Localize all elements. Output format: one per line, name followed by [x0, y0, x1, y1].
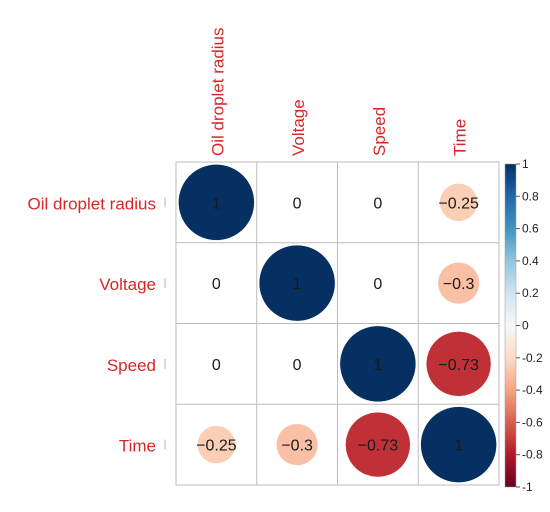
- cell-value-label: −0.25: [438, 195, 479, 212]
- cell-value-label: −0.25: [196, 438, 237, 455]
- cell-value-label: −0.3: [281, 438, 313, 455]
- colorbar-tick-label: 0.6: [522, 222, 539, 236]
- column-label: Time: [451, 119, 470, 156]
- colorbar-tick-label: 0.4: [522, 254, 539, 268]
- cell-value-label: 1: [373, 357, 382, 374]
- row-label: Oil droplet radius: [27, 194, 156, 213]
- colorbar-tick-label: -0.2: [522, 351, 543, 365]
- correlation-circle-1-3: [437, 262, 480, 305]
- cell-value-label: 0: [212, 357, 221, 374]
- cell-value-label: 1: [454, 438, 463, 455]
- correlation-circle-3-2: [345, 411, 411, 478]
- correlation-circle-3-0: [197, 425, 236, 464]
- cell-value-label: 0: [293, 357, 302, 374]
- cell-value-label: 0: [373, 195, 382, 212]
- colorbar-tick-label: 0: [522, 319, 529, 333]
- column-label: Voltage: [289, 99, 308, 156]
- correlation-circle-0-0: [178, 164, 255, 241]
- correlation-circle-3-3: [420, 406, 497, 483]
- colorbar-tick-label: 0.8: [522, 189, 539, 203]
- cell-value-label: 0: [293, 195, 302, 212]
- correlation-circle-2-3: [425, 331, 492, 397]
- colorbar-tick-label: -1: [522, 480, 533, 494]
- cell-value-label: 0: [373, 276, 382, 293]
- correlation-circle-1-1: [258, 244, 336, 322]
- cell-value-label: 1: [212, 195, 221, 212]
- row-label: Speed: [107, 356, 156, 375]
- column-label: Speed: [370, 107, 389, 156]
- colorbar: [504, 163, 517, 488]
- cell-value-label: −0.73: [438, 357, 479, 374]
- colorbar-tick-label: -0.4: [522, 383, 543, 397]
- row-label: Voltage: [99, 275, 156, 294]
- colorbar-tick-label: 1: [522, 157, 529, 171]
- row-label: Time: [119, 437, 156, 456]
- correlation-circle-0-3: [439, 183, 478, 222]
- cell-value-label: −0.3: [443, 276, 475, 293]
- colorbar-tick-label: -0.8: [522, 448, 543, 462]
- cell-value-label: −0.73: [358, 438, 399, 455]
- colorbar-tick-label: 0.2: [522, 286, 539, 300]
- cell-value-label: 0: [212, 276, 221, 293]
- cell-value-label: 1: [293, 276, 302, 293]
- colorbar-tick-label: -0.6: [522, 415, 543, 429]
- correlation-circle-2-2: [339, 325, 417, 403]
- column-label: Oil droplet radius: [208, 27, 227, 156]
- correlation-circle-3-1: [276, 423, 319, 466]
